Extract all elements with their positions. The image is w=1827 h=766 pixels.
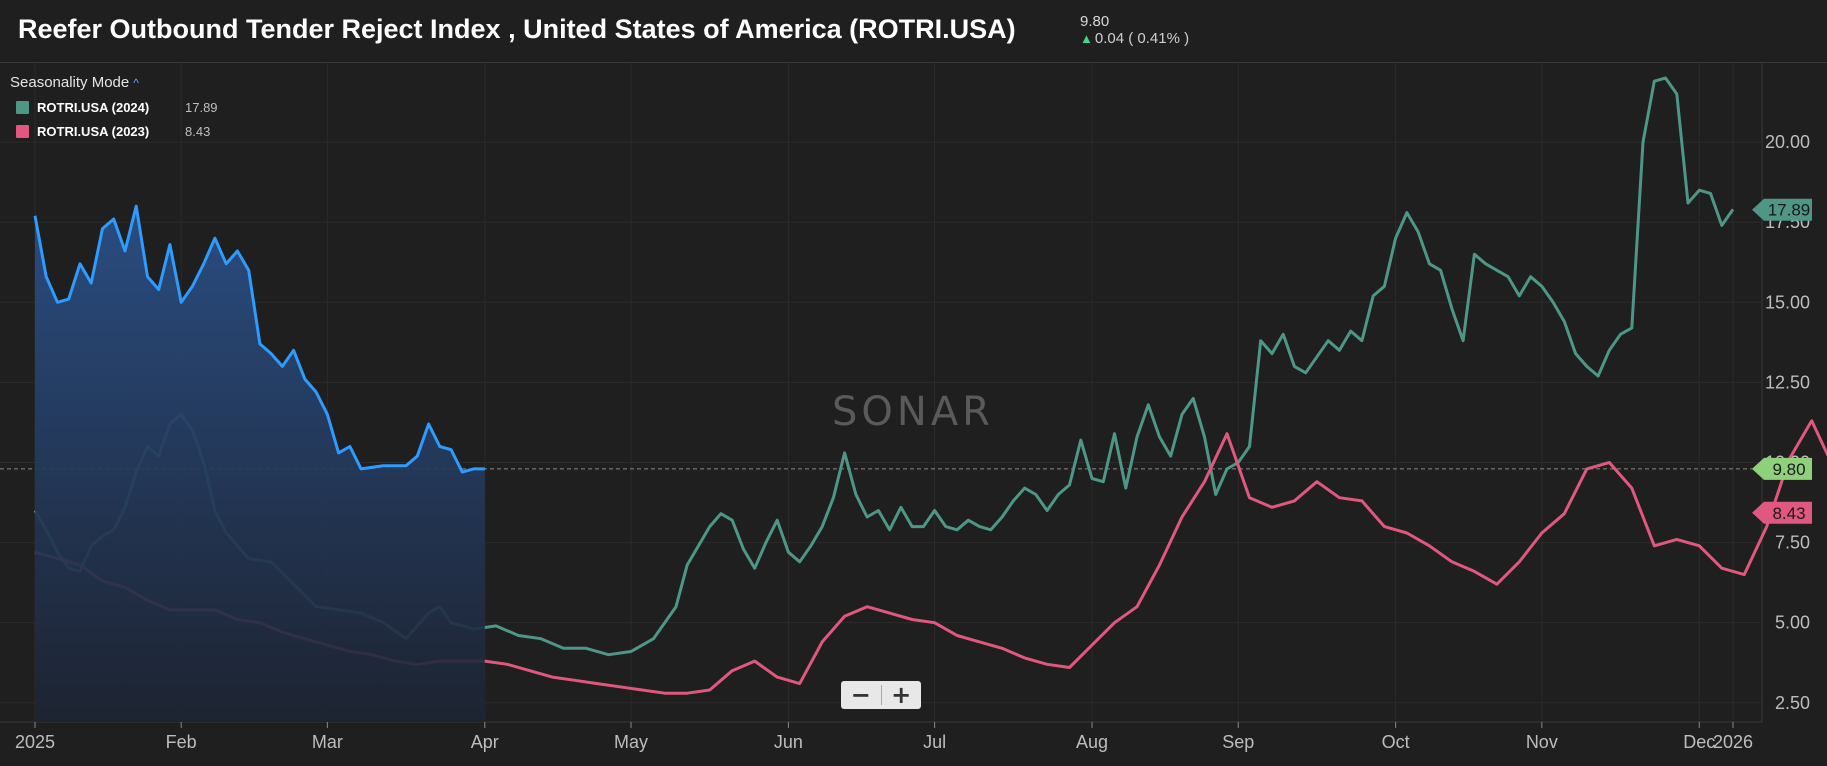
- legend-swatch-2024: [16, 101, 29, 114]
- x-tick-label: Dec: [1683, 732, 1715, 752]
- x-tick-label: Feb: [166, 732, 197, 752]
- value-badge-shape: [1752, 457, 1812, 480]
- legend-swatch-2023: [16, 125, 29, 138]
- change-indicator: ▲ 0.04 ( 0.41% ): [1080, 30, 1189, 47]
- value-badge-shape: [1752, 501, 1812, 524]
- y-tick-label: 2.50: [1775, 693, 1810, 713]
- zoom-controls: − +: [841, 681, 921, 709]
- x-tick-label: May: [614, 732, 648, 752]
- change-value: 0.04 ( 0.41% ): [1094, 30, 1190, 47]
- sonar-watermark: SONAR: [832, 389, 994, 435]
- seasonality-mode-toggle[interactable]: Seasonality Mode ^: [10, 74, 218, 91]
- chart-title: Reefer Outbound Tender Reject Index , Un…: [18, 14, 1016, 44]
- series-line-2025[interactable]: [33, 204, 485, 474]
- y-tick-label: 5.00: [1775, 613, 1810, 633]
- x-tick-label: Apr: [471, 732, 499, 752]
- value-badge-label: 9.80: [1772, 460, 1805, 479]
- zoom-divider: [880, 685, 882, 705]
- zoom-in-button[interactable]: +: [891, 681, 912, 709]
- y-tick-label: 15.00: [1765, 292, 1810, 312]
- legend-item-2023[interactable]: ROTRI.USA (2023) 8.43: [10, 124, 218, 139]
- value-badge: 8.43: [1752, 501, 1812, 524]
- value-badge-label: 8.43: [1772, 504, 1805, 523]
- last-value: 9.80: [1080, 13, 1110, 30]
- y-tick-label: 20.00: [1765, 132, 1810, 152]
- x-tick-label: 2026: [1713, 732, 1753, 752]
- title-bar: Reefer Outbound Tender Reject Index , Un…: [0, 0, 1827, 63]
- value-badge: 9.80: [1752, 457, 1812, 480]
- legend-item-2024[interactable]: ROTRI.USA (2024) 17.89: [10, 100, 218, 115]
- value-badge-label: 17.89: [1768, 201, 1811, 220]
- x-tick-label: Aug: [1076, 732, 1108, 752]
- zoom-out-button[interactable]: −: [850, 681, 871, 709]
- x-tick-label: Jul: [923, 732, 946, 752]
- legend-value-2024: 17.89: [185, 100, 218, 115]
- legend-value-2023: 8.43: [185, 124, 211, 139]
- value-badge-shape: [1752, 198, 1812, 221]
- legend: Seasonality Mode ^ ROTRI.USA (2024) 17.89…: [10, 74, 218, 139]
- x-tick-label: Oct: [1382, 732, 1410, 752]
- legend-label-2023: ROTRI.USA (2023): [37, 124, 150, 139]
- x-tick-label: Sep: [1222, 732, 1254, 752]
- y-tick-label: 7.50: [1775, 533, 1810, 553]
- x-tick-label: Mar: [312, 732, 343, 752]
- x-tick-label: 2025: [15, 732, 55, 752]
- seasonality-mode-label: Seasonality Mode: [10, 74, 130, 91]
- legend-label-2024: ROTRI.USA (2024): [37, 100, 150, 115]
- x-tick-label: Nov: [1526, 732, 1558, 752]
- arrow-up-icon: ▲: [1080, 31, 1093, 46]
- x-tick-label: Jun: [774, 732, 803, 752]
- chevron-up-icon[interactable]: ^: [133, 76, 139, 90]
- y-tick-label: 12.50: [1765, 372, 1810, 392]
- series-area-2025: [35, 206, 485, 722]
- value-badge: 17.89: [1752, 198, 1812, 221]
